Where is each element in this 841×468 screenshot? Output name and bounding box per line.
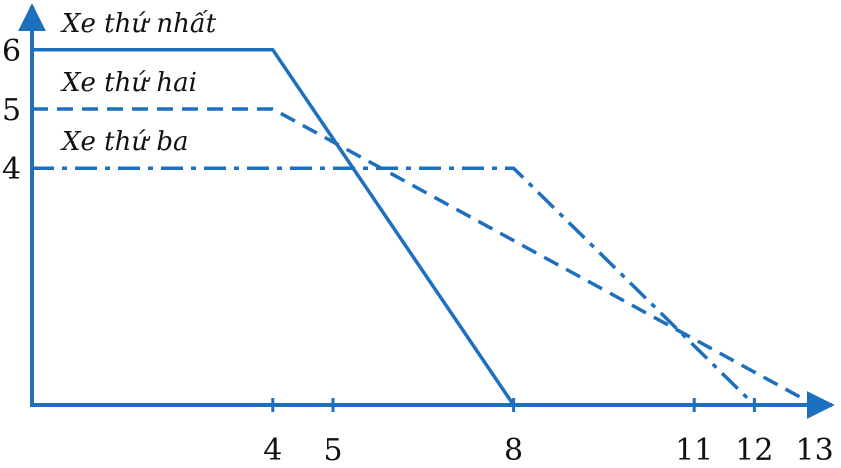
y-tick-labels: 4 5 6	[2, 34, 21, 187]
y-tick-label-4: 4	[2, 152, 21, 187]
series-line-first	[32, 48, 516, 406]
series-line-third	[32, 166, 756, 407]
series-label-second: Xe thứ hai	[60, 68, 197, 98]
y-tick-label-5: 5	[2, 93, 21, 128]
series-line-second	[32, 107, 816, 407]
series-label-third: Xe thứ ba	[60, 127, 189, 157]
x-tick-label-12: 12	[735, 433, 773, 468]
series-label-first: Xe thứ nhất	[60, 9, 217, 39]
x-tick-label-5: 5	[323, 433, 342, 468]
x-tick-label-11: 11	[675, 433, 713, 468]
x-tick-label-8: 8	[504, 433, 523, 468]
y-tick-label-6: 6	[2, 34, 21, 69]
x-tick-label-4: 4	[263, 433, 282, 468]
x-tick-label-13: 13	[796, 433, 834, 468]
series-labels: Xe thứ nhất Xe thứ hai Xe thứ ba	[60, 9, 217, 157]
series-lines	[32, 48, 816, 407]
x-tick-labels: 4 5 8 11 12 13	[263, 433, 833, 468]
